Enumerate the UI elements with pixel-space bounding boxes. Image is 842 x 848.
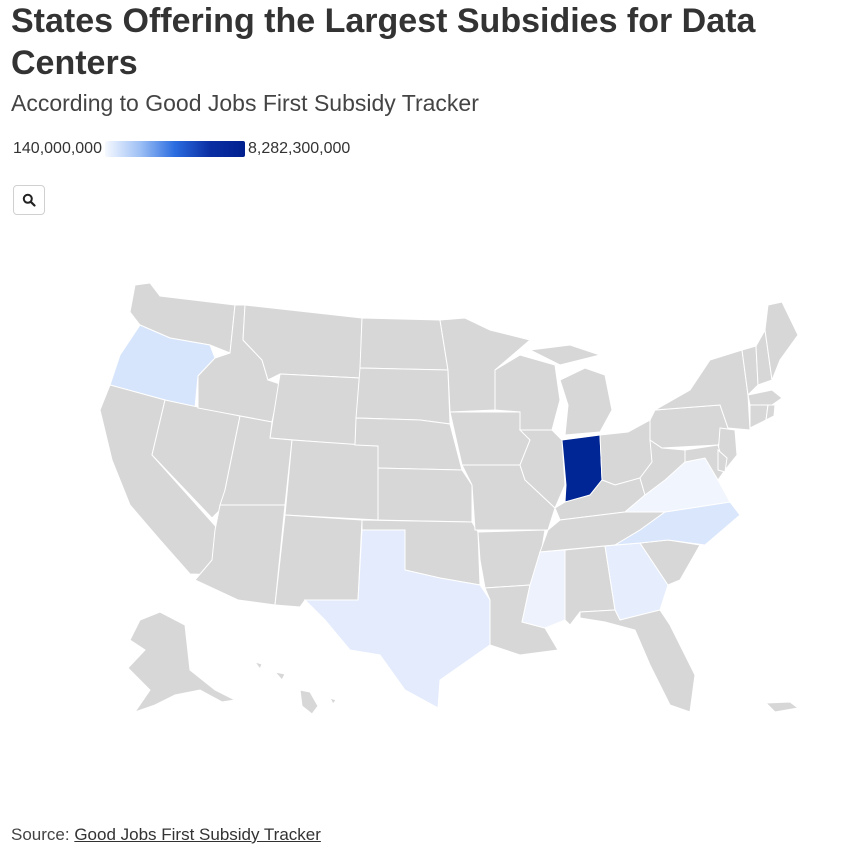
state-washington[interactable]: [129, 282, 236, 354]
state-texas[interactable]: [303, 529, 491, 709]
legend-min-label: 140,000,000: [13, 140, 102, 157]
state-shapes: [99, 282, 800, 715]
source-prefix: Source:: [11, 825, 75, 844]
state-colorado[interactable]: [284, 439, 379, 521]
state-florida[interactable]: [579, 609, 696, 713]
state-rhode-island[interactable]: [765, 404, 776, 421]
state-north-carolina[interactable]: [614, 501, 741, 546]
state-kansas[interactable]: [377, 467, 473, 523]
state-connecticut[interactable]: [749, 404, 769, 429]
source-note: Source: Good Jobs First Subsidy Tracker: [11, 825, 321, 845]
state-new-mexico[interactable]: [274, 514, 363, 608]
territory-puerto-rico[interactable]: [764, 701, 800, 713]
us-states-map[interactable]: [0, 260, 842, 730]
page-title: States Offering the Largest Subsidies fo…: [11, 2, 756, 82]
zoom-search-button[interactable]: [13, 185, 45, 215]
state-hawaii[interactable]: [253, 661, 337, 715]
state-maine[interactable]: [764, 301, 799, 382]
state-michigan[interactable]: [528, 344, 613, 436]
state-iowa[interactable]: [449, 411, 531, 466]
state-wyoming[interactable]: [269, 373, 361, 446]
color-legend: 140,000,000 8,282,300,000: [13, 138, 350, 160]
state-delaware[interactable]: [717, 448, 728, 473]
state-maryland[interactable]: [684, 444, 726, 481]
state-pennsylvania[interactable]: [649, 404, 729, 449]
search-icon: [22, 193, 36, 207]
page-subtitle: According to Good Jobs First Subsidy Tra…: [11, 90, 479, 116]
source-link[interactable]: Good Jobs First Subsidy Tracker: [74, 825, 321, 844]
legend-gradient-bar: [104, 141, 245, 157]
state-alaska[interactable]: [127, 611, 237, 713]
state-arizona[interactable]: [194, 504, 286, 606]
state-south-dakota[interactable]: [355, 367, 451, 425]
state-north-dakota[interactable]: [359, 317, 449, 371]
state-massachusetts[interactable]: [747, 389, 783, 406]
legend-max-label: 8,282,300,000: [247, 140, 351, 157]
